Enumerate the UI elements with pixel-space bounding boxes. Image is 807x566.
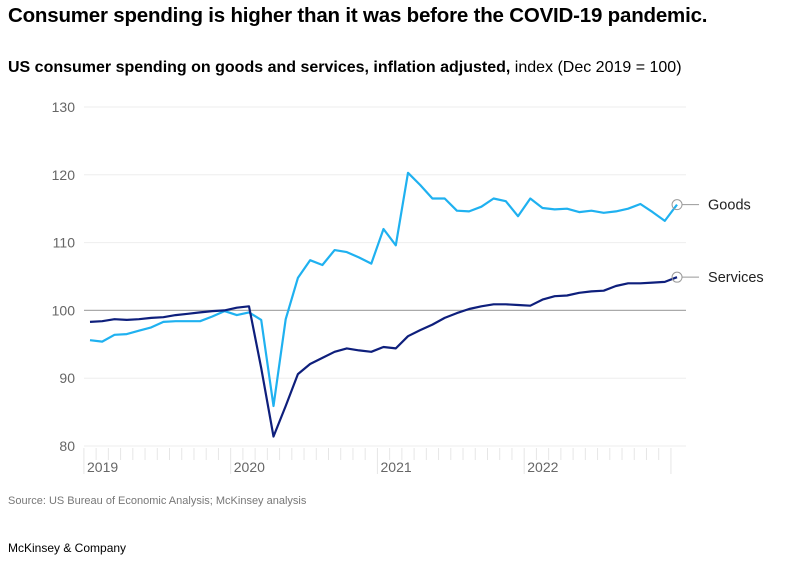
series-line-goods [89, 171, 678, 408]
y-tick-label: 90 [59, 370, 75, 386]
subtitle-bold: US consumer spending on goods and servic… [8, 59, 511, 76]
source-note: Source: US Bureau of Economic Analysis; … [8, 495, 307, 507]
series-line-services [89, 276, 678, 438]
x-tick-label: 2020 [234, 459, 265, 475]
x-tick-label: 2022 [527, 459, 558, 475]
y-tick-label: 130 [52, 99, 76, 115]
x-tick-label: 2019 [87, 459, 118, 475]
chart-subtitle: US consumer spending on goods and servic… [8, 59, 682, 77]
x-tick-label: 2021 [381, 459, 412, 475]
y-tick-label: 110 [53, 235, 76, 251]
y-tick-label: 80 [59, 438, 75, 454]
logo: McKinsey & Company [8, 541, 127, 555]
chart-title: Consumer spending is higher than it was … [8, 4, 708, 27]
series-label: Services [708, 270, 764, 286]
end-marker [671, 271, 683, 283]
subtitle-regular: index (Dec 2019 = 100) [510, 59, 682, 76]
y-tick-label: 100 [52, 302, 76, 318]
y-tick-label: 120 [52, 167, 76, 183]
series-label: Goods [708, 198, 751, 214]
